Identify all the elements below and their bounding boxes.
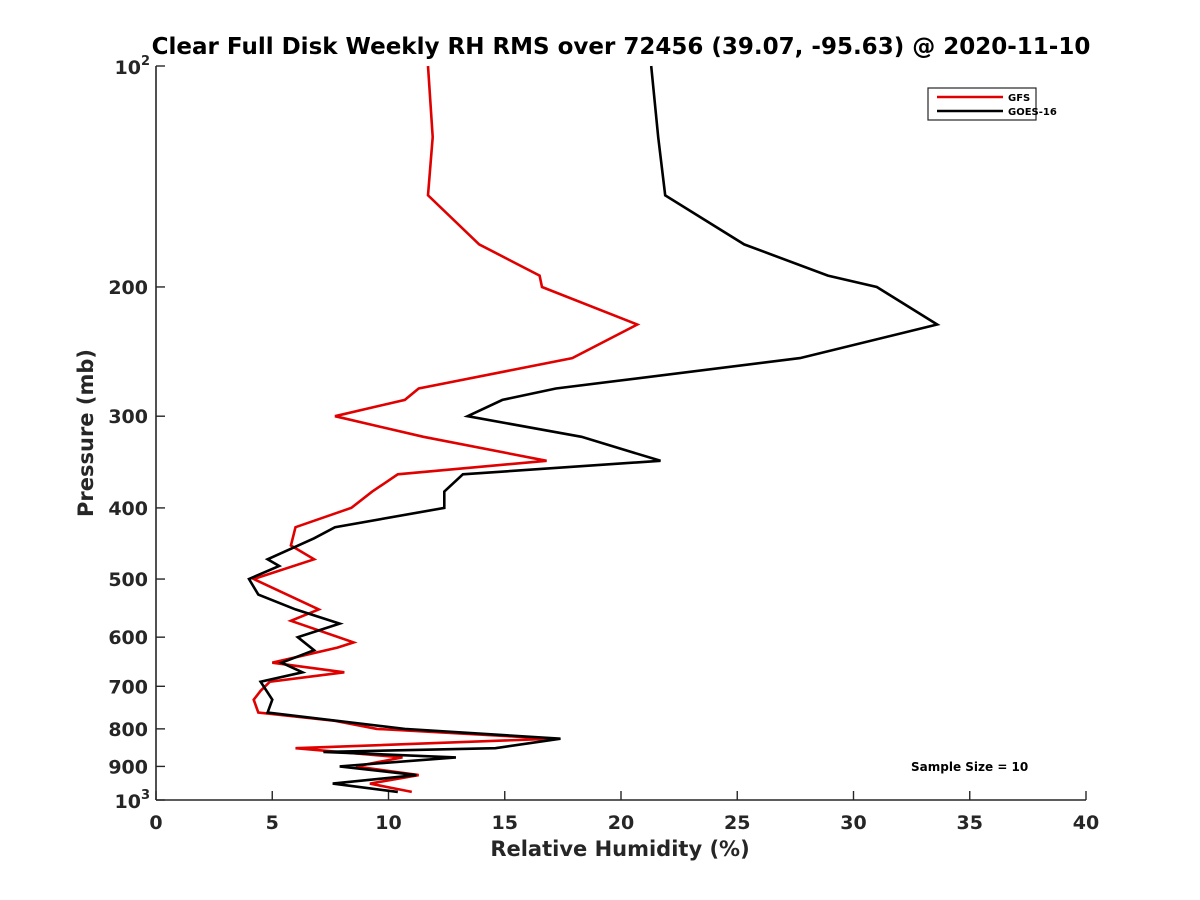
x-tick-label: 10 [375,812,401,834]
legend-label-gfs: GFS [1008,93,1030,104]
x-axis-label: Relative Humidity (%) [490,837,749,861]
y-axis-label: Pressure (mb) [74,349,98,517]
series-layer [247,65,941,794]
series-line-goes-16 [247,65,941,794]
y-tick-base: 10 [115,791,141,813]
y-tick-label: 300 [108,406,148,428]
x-axis-ticks: 0 5 10 15 20 25 30 35 40 [149,791,1099,834]
y-tick-label: 200 [108,277,148,299]
legend-label-goes-16: GOES-16 [1008,107,1057,118]
y-tick-label: 400 [108,498,148,520]
x-tick-label: 35 [957,812,983,834]
y-tick-label: 103 [115,788,151,813]
y-tick-label: 600 [108,627,148,649]
x-tick-label: 20 [608,812,634,834]
x-tick-label: 0 [149,812,162,834]
x-tick-label: 25 [724,812,750,834]
chart-title: Clear Full Disk Weekly RH RMS over 72456… [152,34,1091,60]
y-tick-base: 10 [115,57,141,79]
x-tick-label: 15 [492,812,518,834]
x-tick-label: 40 [1073,812,1099,834]
legend-box [927,87,1037,121]
sample-size-annotation: Sample Size = 10 [911,760,1028,774]
y-tick-label: 800 [108,719,148,741]
y-tick-exponent: 3 [141,788,150,803]
y-tick-exponent: 2 [141,54,150,69]
x-tick-label: 5 [266,812,279,834]
y-tick-label: 102 [115,54,151,79]
legend: GFS GOES-16 [927,87,1057,121]
x-tick-label: 30 [840,812,866,834]
y-tick-label: 500 [108,569,148,591]
y-tick-label: 700 [108,676,148,698]
y-tick-label: 900 [108,756,148,778]
